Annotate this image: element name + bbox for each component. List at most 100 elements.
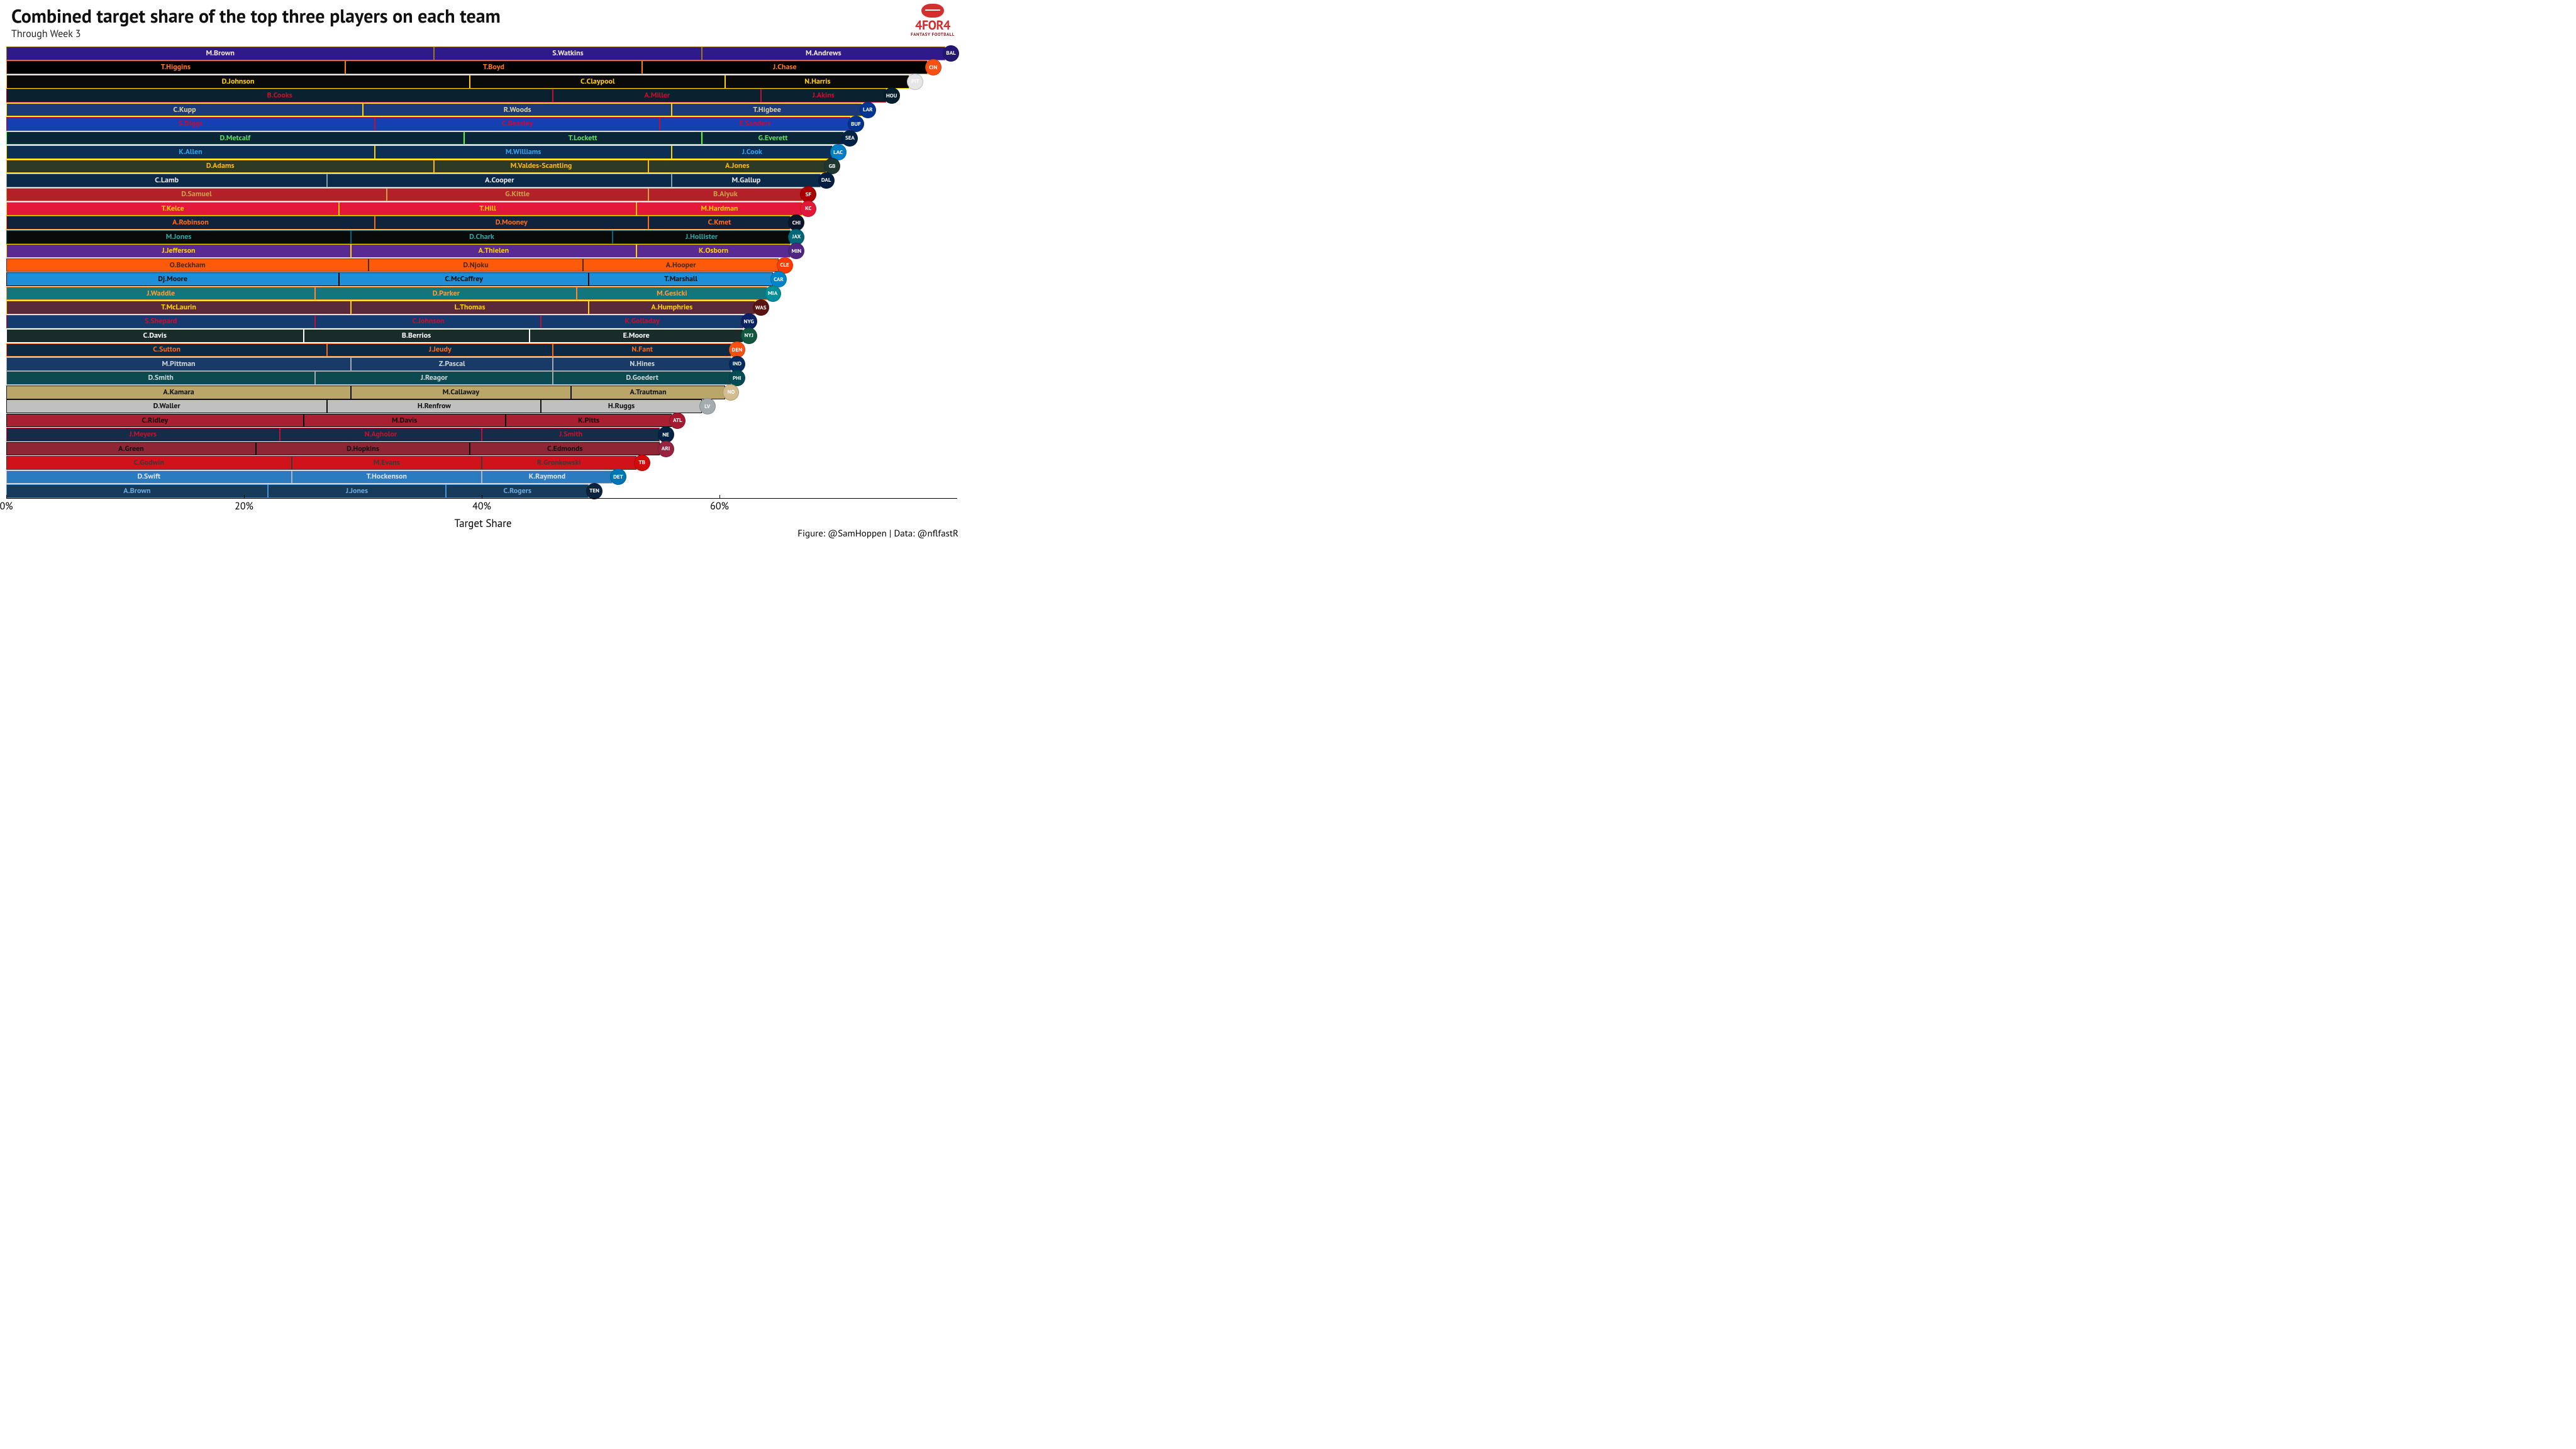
team-logo-icon: WAS [753,299,769,316]
player-label: D.Swift [138,473,161,480]
team-logo-icon: MIN [788,243,804,259]
bar-segment: K.Osborn [636,244,791,258]
player-label: C.Ridley [142,417,168,425]
player-label: A.Trautman [630,389,666,396]
player-label: H.Ruggs [608,402,635,410]
team-logo-icon: ARI [658,441,674,457]
bar-segment: C.Kupp [6,103,363,117]
team-row: T.KelceT.HillM.HardmanKC [6,202,957,216]
bar-segment: T.Higgins [6,60,345,74]
player-label: J.Akins [813,92,835,99]
credit-text: Figure: @SamHoppen | Data: @nflfastR [797,528,958,540]
bar-segment: A.Trautman [571,386,726,399]
bar-segment: K.Allen [6,145,375,159]
team-row: C.LambA.CooperM.GallupDAL [6,174,957,187]
team-logo-icon: PIT [907,74,923,90]
bar-segment: C.Lamb [6,174,327,187]
bar-segment: C.Ridley [6,414,304,428]
team-logo-icon: LAR [860,102,876,118]
bar-segment: G.Kittle [387,188,648,202]
bar-segment: T.Hockenson [292,470,482,484]
bar-segment: J.Hollister [613,230,791,244]
player-label: J.Jefferson [162,247,196,255]
axis-tick [719,495,720,499]
player-label: J.Smith [559,431,582,438]
bar-segment: A.Robinson [6,216,375,230]
bar-segment: C.Davis [6,329,304,343]
bar-segment: J.Jones [268,484,447,498]
player-label: D.Goedert [626,374,658,382]
player-label: K.Raymond [529,473,565,480]
player-label: E.Sanders [740,120,771,128]
team-logo-icon: DAL [818,172,835,189]
team-row: D.WallerH.RenfrowH.RuggsLV [6,399,957,413]
bar-segment: N.Fant [553,343,731,357]
bar-segment: C.Kmet [648,216,791,230]
figure: Combined target share of the top three p… [0,0,966,543]
player-label: M.Gallup [732,177,761,184]
player-label: L.Thomas [455,304,486,311]
player-label: K.Golladay [625,318,659,325]
player-label: T.Kelce [162,205,184,213]
player-label: D.Adams [206,162,235,170]
bar-segment: D.Hopkins [256,442,470,456]
bar-segment: J.Meyers [6,428,280,441]
player-label: N.Agholor [365,431,397,438]
player-label: D.Johnson [222,78,255,86]
team-row: D.JohnsonC.ClaypoolN.HarrisPIT [6,75,957,89]
player-label: S.Diggs [179,120,203,128]
bar-segment: Z.Pascal [351,357,553,371]
bar-segment: M.Valdes-Scantling [434,160,648,174]
player-label: S.Shepard [145,318,177,325]
team-row: A.RobinsonD.MooneyC.KmetCHI [6,216,957,230]
bar-segment: C.Johnson [315,315,541,329]
player-label: M.Callaway [443,389,479,396]
player-label: G.Everett [758,135,788,142]
football-icon [921,4,944,18]
bar-segment: S.Diggs [6,117,375,131]
bar-segment: E.Moore [530,329,743,343]
bar-segment: D.Johnson [6,75,470,89]
logo-tagline: FANTASY FOOTBALL [908,31,957,37]
team-row: C.Kupp R.Woods T.Higbee LAR [6,103,957,117]
player-label: T.Marshall [664,275,697,283]
player-label: A.Miller [644,92,670,99]
player-label: R.Woods [504,106,531,114]
player-label: M.Williams [506,148,541,156]
player-label: D.Waller [153,402,180,410]
player-label: D.Samuel [181,191,211,198]
axis-tick [6,495,7,499]
bar-segment: N.Agholor [280,428,482,441]
player-label: C.Claypool [580,78,614,86]
bar-segment: M.Jones [6,230,351,244]
bar-segment: K.Golladay [541,315,743,329]
player-label: K.Allen [179,148,202,156]
logo-brand: 4FOR4 [908,19,957,31]
player-label: M.Hardman [701,205,738,213]
bar-segment: A.Brown [6,484,268,498]
bar-segment: D.Smith [6,371,315,385]
player-label: M.Evans [374,459,400,467]
bar-segment: M.Brown [6,47,434,60]
bar-segment: T.McLaurin [6,301,351,314]
team-logo-icon: NYJ [741,328,757,344]
bar-segment: C.Claypool [470,75,725,89]
bar-segment: C.Godwin [6,456,292,470]
player-label: C.Davis [143,332,167,340]
team-row: D.AdamsM.Valdes-ScantlingA.JonesGB [6,160,957,174]
bar-segment: T.Lockett [464,131,702,145]
player-label: M.Andrews [806,50,841,57]
player-label: C.Sutton [153,346,180,353]
player-label: T.Higbee [753,106,780,114]
player-label: M.Gesicki [657,290,687,297]
player-label: C.Lamb [155,177,179,184]
axis-tick-label: 40% [472,500,491,513]
x-axis: 0%20%40%60% [6,498,957,499]
team-row: T.HigginsT.BoydJ.ChaseCIN [6,60,957,74]
team-logo-icon: NO [723,384,739,401]
player-label: D.Hopkins [347,445,379,453]
player-label: J.Chase [773,64,796,71]
bar-segment: A.Jones [648,160,827,174]
bar-segment: O.Beckham [6,258,369,272]
bar-segment: K.Raymond [482,470,613,484]
